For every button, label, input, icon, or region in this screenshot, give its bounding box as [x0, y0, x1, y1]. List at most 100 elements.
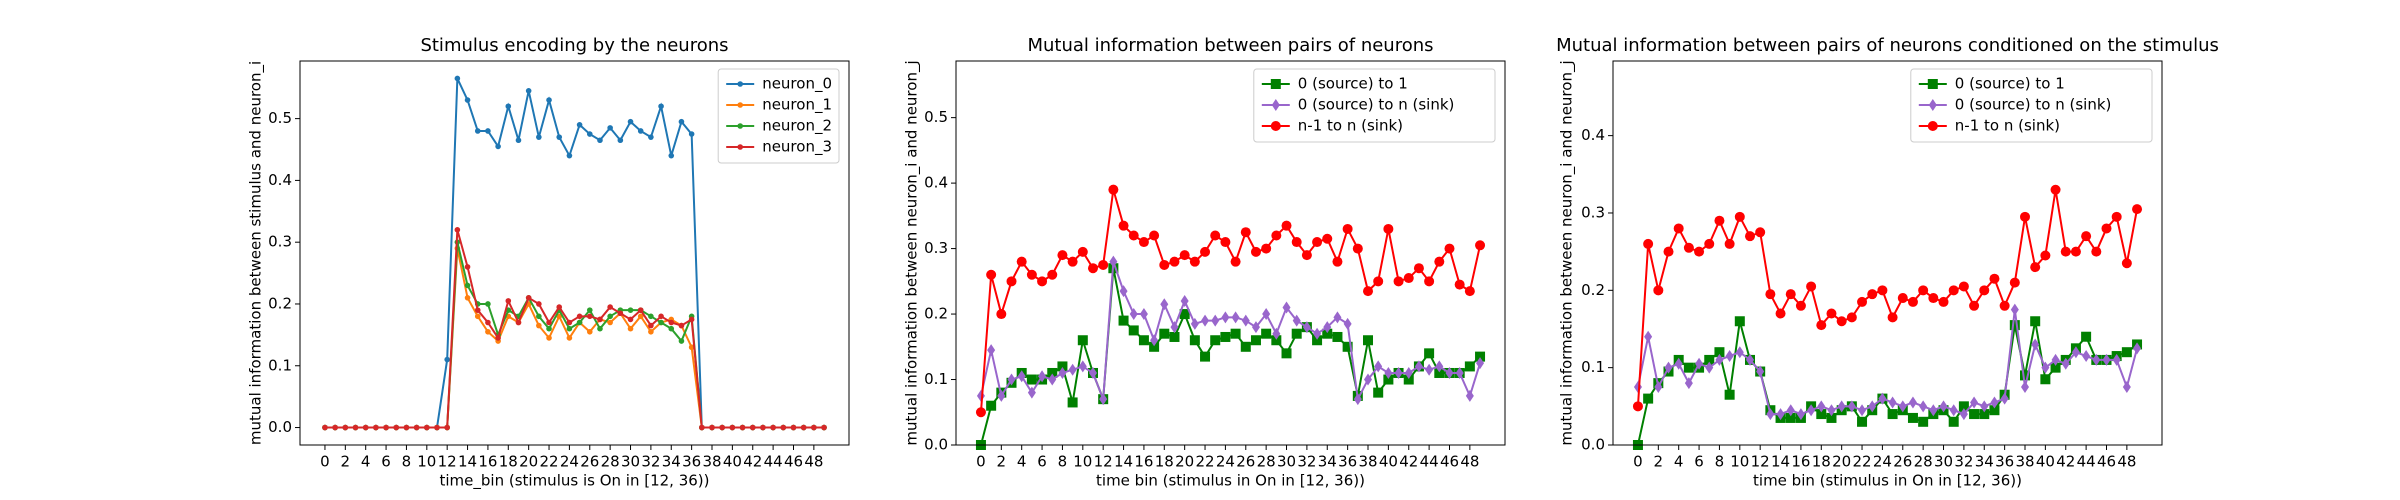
marker [1846, 312, 1857, 323]
marker [1118, 315, 1129, 326]
marker [1424, 348, 1435, 359]
marker [2000, 392, 2009, 405]
marker [2101, 223, 2112, 234]
marker [1241, 314, 1250, 327]
marker [780, 424, 787, 431]
marker [1836, 316, 1847, 327]
marker [2060, 246, 2071, 257]
marker [648, 328, 654, 335]
marker [699, 424, 705, 431]
marker [1149, 341, 1160, 352]
marker [719, 424, 725, 431]
marker [1251, 321, 1260, 334]
x-tick-label: 12 [1751, 453, 1770, 471]
marker [1363, 335, 1374, 346]
marker [1201, 314, 1210, 327]
x-tick-label: 30 [1934, 453, 1953, 471]
legend-box [717, 68, 840, 164]
marker [1735, 346, 1744, 359]
x-tick-label: 8 [1715, 453, 1725, 471]
marker [1990, 396, 1999, 409]
y-axis-label: mutual information between stimulus and … [247, 61, 266, 445]
legend-label: 0 (source) to 1 [1298, 75, 1408, 93]
marker [1210, 230, 1221, 241]
marker [1342, 341, 1353, 352]
x-tick-label: 26 [1893, 453, 1912, 471]
marker [1434, 256, 1445, 267]
x-tick-label: 16 [1134, 453, 1153, 471]
marker [1364, 373, 1373, 386]
marker [1128, 230, 1139, 241]
series-line [324, 241, 825, 429]
x-axis-label: time bin (stimulus in On in [12, 36)) [1753, 472, 2022, 490]
marker [1454, 279, 1465, 290]
marker [1989, 273, 2000, 284]
marker [2051, 353, 2060, 366]
marker [1312, 335, 1323, 346]
marker [1887, 312, 1898, 323]
marker [1190, 317, 1199, 330]
y-tick-label: 0.3 [1581, 203, 1605, 221]
marker [1159, 259, 1170, 270]
marker [454, 227, 461, 233]
marker [1414, 360, 1423, 373]
marker [996, 309, 1007, 320]
y-tick-label: 0.5 [924, 108, 948, 126]
marker [668, 325, 675, 332]
marker [546, 97, 552, 103]
marker [434, 424, 440, 431]
marker [1424, 276, 1435, 287]
marker [1827, 404, 1836, 417]
marker [648, 322, 654, 329]
chart-title: Mutual information between pairs of neur… [1556, 35, 2219, 56]
marker [474, 307, 481, 313]
marker [1037, 276, 1048, 287]
x-tick-label: 18 [1155, 453, 1174, 471]
x-tick-label: 14 [458, 453, 477, 471]
y-tick-label: 0.2 [268, 294, 292, 312]
marker [1108, 184, 1119, 195]
x-tick-label: 40 [723, 453, 742, 471]
marker [393, 424, 400, 431]
marker [2112, 353, 2121, 366]
marker [1887, 409, 1898, 420]
marker [658, 103, 664, 110]
marker [352, 424, 359, 431]
marker [586, 328, 593, 335]
marker [1220, 331, 1231, 342]
x-tick-label: 48 [804, 453, 823, 471]
axes-frame [299, 60, 850, 446]
marker [586, 313, 593, 320]
marker [1272, 327, 1281, 340]
marker [2010, 303, 2019, 316]
marker [658, 319, 664, 326]
marker [597, 316, 603, 323]
marker [737, 144, 743, 150]
x-tick-label: 0 [1633, 453, 1643, 471]
marker [464, 264, 471, 270]
marker [1383, 223, 1394, 234]
marker [362, 424, 369, 431]
x-tick-label: 6 [381, 453, 391, 471]
marker [1250, 246, 1261, 257]
marker [737, 123, 743, 129]
x-tick-label: 10 [1730, 453, 1749, 471]
marker [485, 301, 491, 307]
marker [332, 424, 338, 431]
marker [1006, 276, 1017, 287]
marker [1744, 231, 1755, 242]
series-line [979, 268, 1481, 446]
marker [495, 143, 501, 150]
marker [749, 424, 756, 431]
marker [1332, 331, 1343, 342]
marker [1455, 366, 1464, 379]
marker [617, 310, 624, 317]
marker [607, 304, 613, 310]
marker [2040, 250, 2051, 261]
marker [607, 319, 613, 326]
marker [607, 313, 613, 320]
x-tick-label: 0 [320, 453, 330, 471]
marker [2031, 338, 2040, 351]
marker [1683, 362, 1694, 373]
marker [1179, 250, 1190, 261]
